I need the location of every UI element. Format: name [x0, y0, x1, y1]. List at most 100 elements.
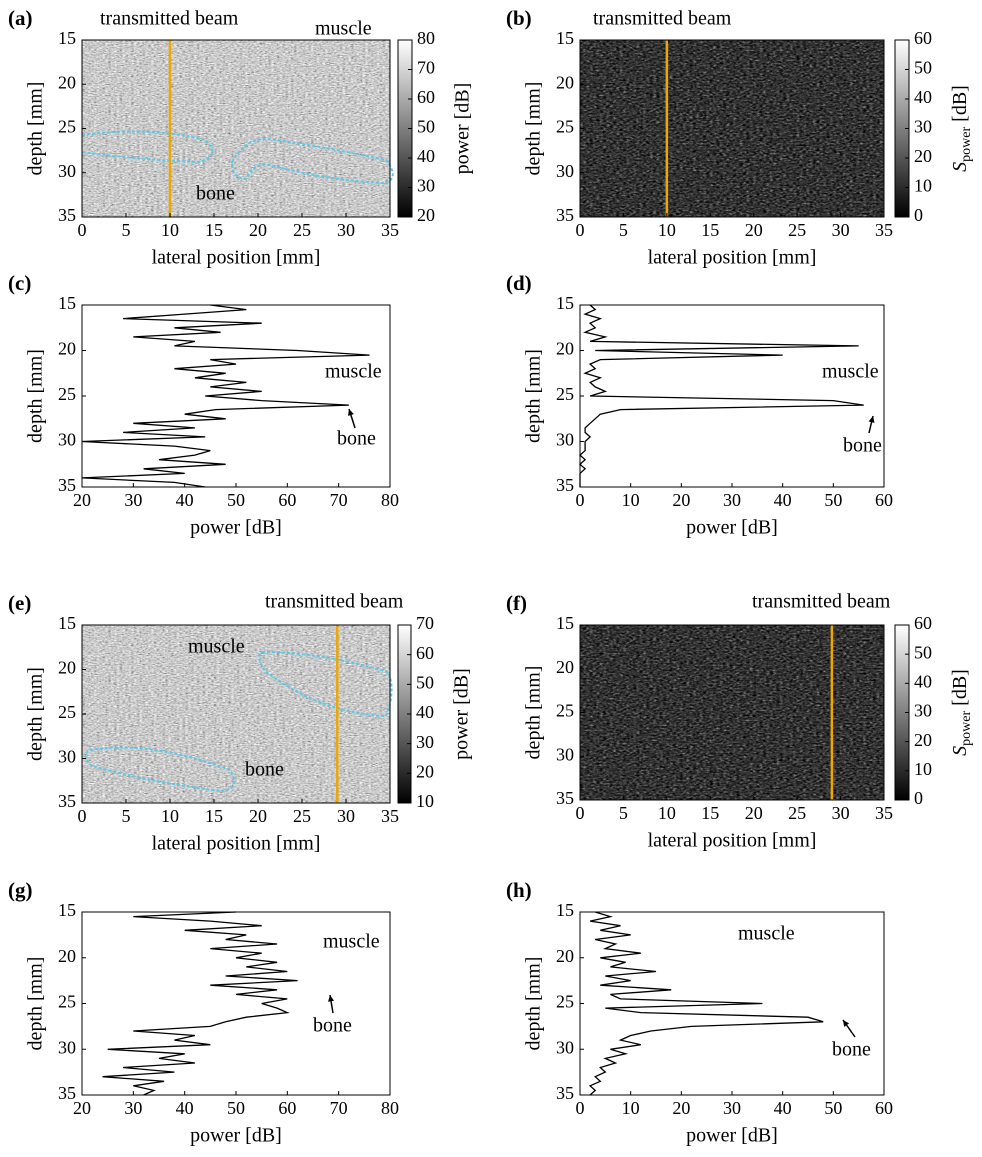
- plot-frame: [81, 304, 391, 488]
- y-tick-label: 35: [556, 475, 574, 495]
- x-tick-label: 40: [774, 1098, 792, 1118]
- power-profile: [81, 304, 370, 488]
- x-tick-label: 80: [381, 490, 399, 510]
- panel-label: (d): [506, 271, 532, 295]
- x-tick-label: 30: [723, 1098, 741, 1118]
- y-tick-label: 15: [58, 900, 76, 920]
- x-tick-label: 40: [176, 1098, 194, 1118]
- annotation: bone: [843, 435, 882, 457]
- y-tick-label: 20: [556, 946, 574, 966]
- x-tick-label: 35: [381, 806, 399, 826]
- y-tick-label: 25: [556, 117, 574, 137]
- colorbar-tick-label: 40: [417, 146, 435, 166]
- colorbar-label: Spower [dB]: [949, 669, 975, 756]
- x-axis-label: power [dB]: [686, 517, 778, 539]
- annotation: bone: [313, 1015, 352, 1037]
- y-tick-label: 15: [556, 28, 574, 48]
- y-tick-label: 15: [556, 900, 574, 920]
- label-unit: [dB]: [949, 669, 971, 706]
- x-tick-label: 0: [576, 803, 585, 823]
- colorbar-tick-label: 80: [417, 28, 435, 48]
- annotation: transmitted beam: [593, 8, 732, 30]
- x-tick-label: 35: [875, 220, 893, 240]
- panel-label: (h): [506, 878, 532, 902]
- power-profile: [102, 911, 298, 1096]
- x-tick-label: 60: [875, 1098, 893, 1118]
- y-tick-label: 25: [556, 701, 574, 721]
- colorbar-tick-label: 20: [914, 730, 932, 750]
- y-tick-label: 30: [58, 161, 76, 181]
- colorbar-tick-label: 10: [416, 791, 434, 811]
- colorbar-tick-label: 10: [914, 759, 932, 779]
- bone-contour: [84, 746, 236, 793]
- annotation: muscle: [315, 18, 372, 40]
- colorbar-tick-label: 30: [914, 701, 932, 721]
- x-tick-label: 0: [576, 1098, 585, 1118]
- arrow-head: [868, 416, 875, 423]
- panel-label: (a): [8, 6, 33, 30]
- x-tick-label: 15: [701, 803, 719, 823]
- colorbar-tick-label: 50: [417, 117, 435, 137]
- x-tick-label: 25: [293, 220, 311, 240]
- x-tick-label: 20: [73, 1098, 91, 1118]
- y-tick-label: 30: [556, 744, 574, 764]
- x-tick-label: 25: [788, 220, 806, 240]
- annotation: muscle: [325, 361, 382, 383]
- colorbar-tick-label: 50: [416, 672, 434, 692]
- x-tick-label: 20: [672, 1098, 690, 1118]
- panel-label: (e): [8, 591, 31, 615]
- x-tick-label: 10: [161, 220, 179, 240]
- image-texture: [82, 625, 390, 803]
- y-axis-label: depth [mm]: [523, 82, 545, 176]
- y-tick-label: 20: [556, 339, 574, 359]
- y-tick-label: 15: [58, 613, 76, 633]
- y-tick-label: 30: [556, 1037, 574, 1057]
- x-tick-label: 15: [205, 220, 223, 240]
- x-tick-label: 30: [832, 803, 850, 823]
- x-tick-label: 50: [824, 490, 842, 510]
- x-tick-label: 0: [576, 490, 585, 510]
- x-tick-label: 35: [875, 803, 893, 823]
- x-tick-label: 50: [227, 1098, 245, 1118]
- x-tick-label: 80: [381, 1098, 399, 1118]
- x-axis-label: power [dB]: [686, 1125, 778, 1147]
- panel-label: (c): [8, 271, 31, 295]
- plot-frame: [579, 304, 885, 488]
- x-tick-label: 5: [122, 220, 131, 240]
- x-tick-label: 0: [576, 220, 585, 240]
- x-tick-label: 30: [337, 806, 355, 826]
- x-axis-label: power [dB]: [190, 517, 282, 539]
- colorbar-tick-label: 10: [914, 176, 932, 196]
- annotation: bone: [337, 428, 376, 450]
- x-tick-label: 60: [278, 1098, 296, 1118]
- colorbar-tick-label: 40: [914, 87, 932, 107]
- x-tick-label: 30: [124, 490, 142, 510]
- annotation: transmitted beam: [752, 591, 891, 613]
- colorbar-tick-label: 50: [914, 58, 932, 78]
- x-tick-label: 30: [723, 490, 741, 510]
- bone-contour: [81, 130, 214, 164]
- x-tick-label: 15: [205, 806, 223, 826]
- colorbar-tick-label: 70: [417, 58, 435, 78]
- x-tick-label: 20: [249, 806, 267, 826]
- arrow-head: [328, 995, 335, 1002]
- annotation: bone: [196, 183, 235, 205]
- image-texture: [580, 40, 884, 217]
- x-tick-label: 40: [176, 490, 194, 510]
- colorbar-tick-label: 0: [914, 788, 923, 808]
- x-tick-label: 25: [788, 803, 806, 823]
- x-tick-label: 5: [122, 806, 131, 826]
- x-axis-label: lateral position [mm]: [152, 247, 321, 269]
- arrow-head: [347, 409, 354, 416]
- x-tick-label: 15: [701, 220, 719, 240]
- x-tick-label: 25: [293, 806, 311, 826]
- y-axis-label: depth [mm]: [523, 666, 545, 760]
- y-tick-label: 20: [556, 72, 574, 92]
- y-axis-label: depth [mm]: [25, 82, 47, 176]
- y-axis-label: depth [mm]: [25, 667, 47, 761]
- y-axis-label: depth [mm]: [25, 957, 47, 1051]
- x-tick-label: 10: [658, 803, 676, 823]
- y-tick-label: 15: [58, 28, 76, 48]
- colorbar-tick-label: 30: [914, 117, 932, 137]
